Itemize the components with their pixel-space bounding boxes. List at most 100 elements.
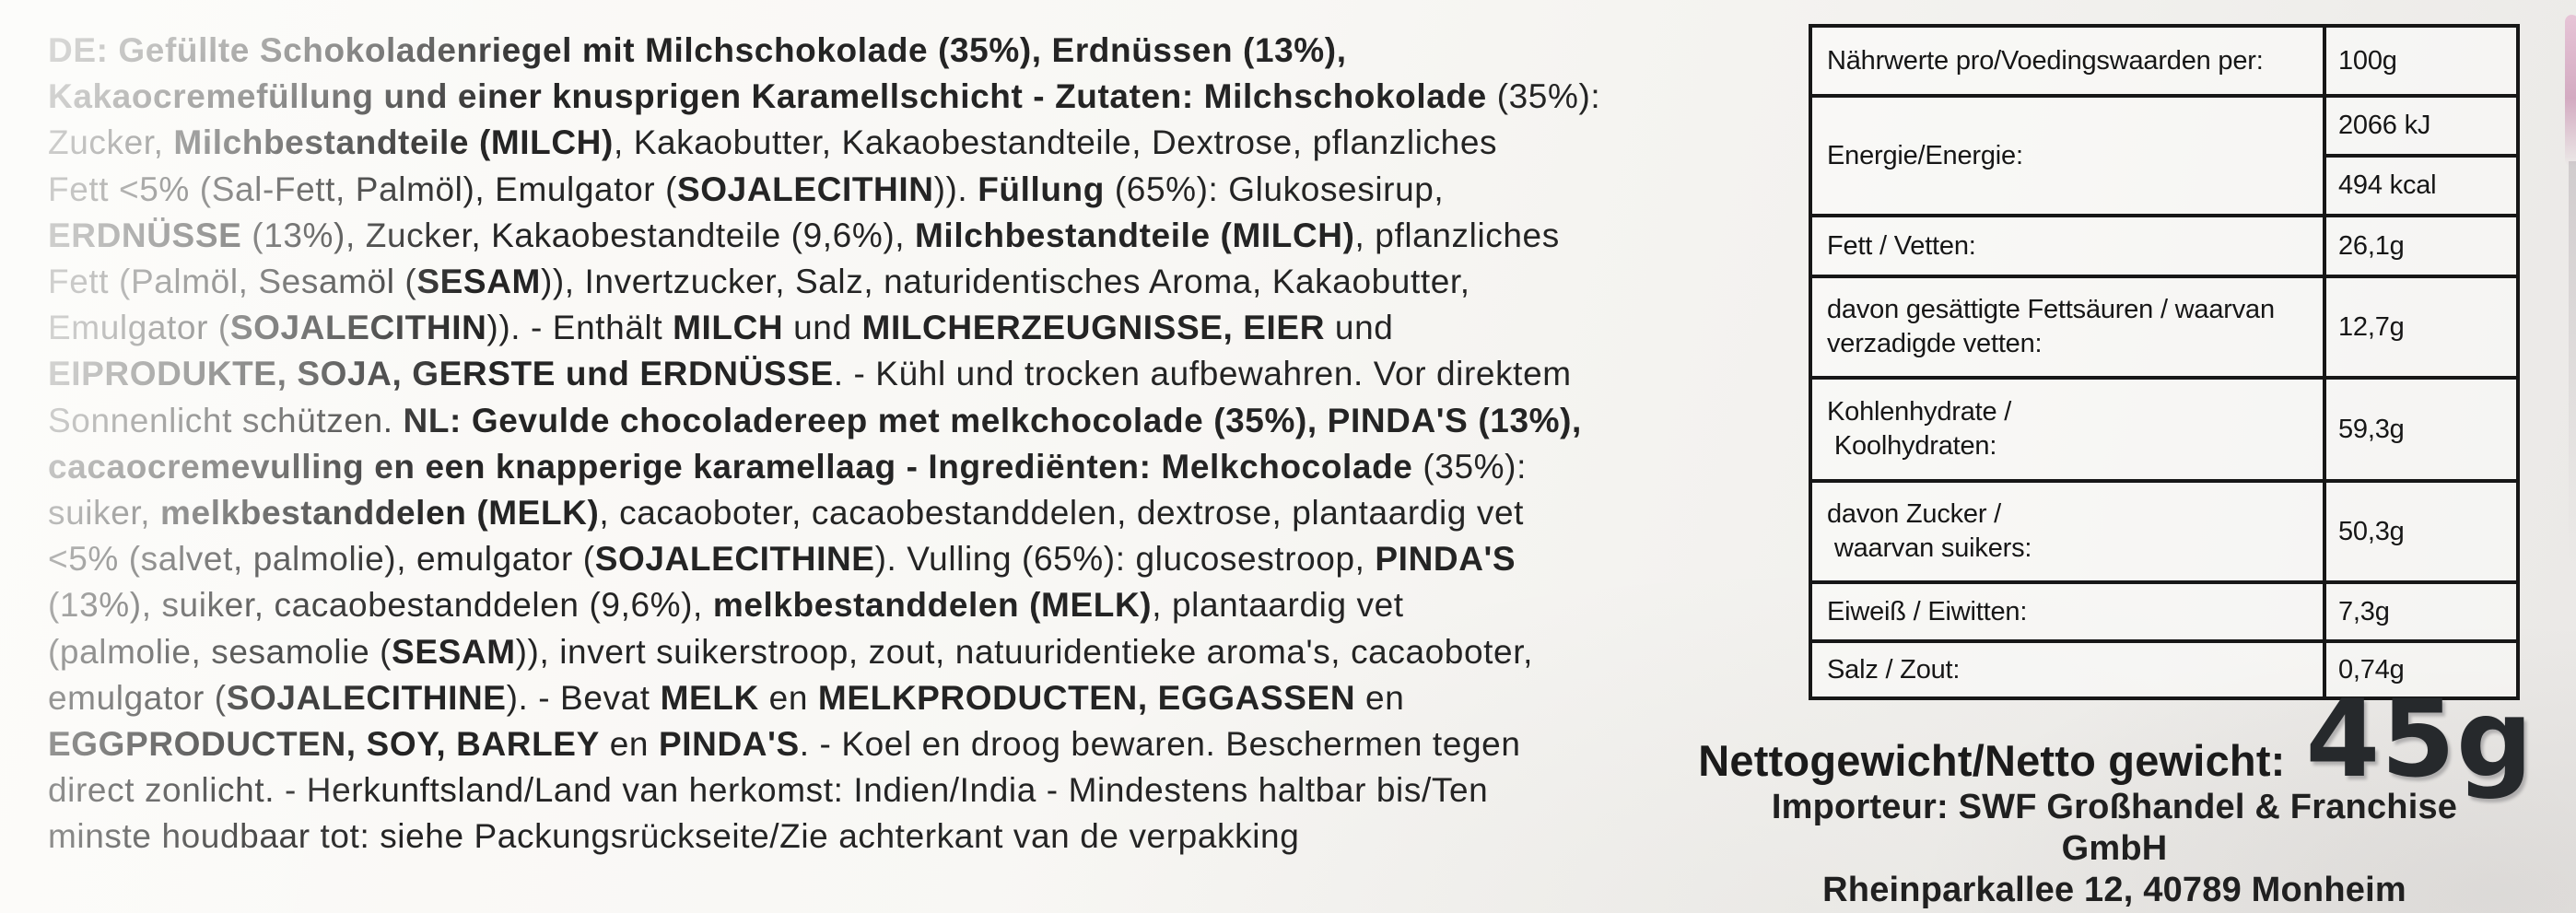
text-segment: )). [933, 170, 978, 208]
text-segment: en [1355, 678, 1405, 717]
text-segment: en [758, 678, 818, 717]
nutrition-label-line: Energie/Energie: [1827, 140, 2023, 170]
ingredients-line: Emulgator (SOJALECITHIN)). - Enthält MIL… [48, 305, 1812, 351]
photo-edge-gray-artifact [2569, 161, 2576, 567]
nutrition-value-cell: 100g [2323, 28, 2516, 94]
ingredients-line: emulgator (SOJALECITHINE). - Bevat MELK … [48, 675, 1812, 721]
bold-text-segment: Milchbestandteile (MILCH) [915, 216, 1355, 254]
bold-text-segment: ERDNÜSSE [48, 216, 252, 254]
ingredients-line: DE: Gefüllte Schokoladenriegel mit Milch… [48, 28, 1812, 74]
nutrition-label-cell: davon gesättigte Fettsäuren / waarvan ver… [1812, 278, 2323, 376]
bold-text-segment: melkbestanddelen (MELK) [712, 586, 1153, 625]
text-segment: (13%), Zucker, Kakaobestandteile (9,6%), [252, 216, 916, 254]
text-segment: Fett (Palmöl, Sesamöl ( [48, 263, 417, 301]
ingredients-line: Zucker, Milchbestandteile (MILCH), Kakao… [48, 120, 1812, 166]
nutrition-value: 7,3g [2338, 596, 2390, 626]
text-segment: ). Vulling (65%): glucosestroop, [874, 540, 1376, 579]
nutrition-value-cell: 26,1g [2323, 217, 2516, 275]
nutrition-label-cell: Energie/Energie: [1812, 98, 2323, 214]
nutrition-label-cell: Fett / Vetten: [1812, 217, 2323, 275]
text-segment: (palmolie, sesamolie ( [48, 632, 392, 671]
nutrition-row: davon Zucker / waarvan suikers: 50,3g [1812, 479, 2516, 580]
ingredients-line: Fett (Palmöl, Sesamöl (SESAM)), Invertzu… [48, 259, 1812, 305]
nutrition-label-line: davon gesättigte Fettsäuren / waarvan [1827, 295, 2275, 324]
text-segment: (65%): Glukosesirup, [1114, 170, 1445, 208]
nutrition-table: Nährwerte pro/Voedingswaarden per: 100g En… [1809, 24, 2520, 700]
nutrition-value: 12,7g [2338, 311, 2405, 342]
bold-text-segment: SOJALECITHINE [594, 540, 875, 579]
bold-text-segment: MILCHERZEUGNISSE, EIER [861, 309, 1326, 347]
text-segment: und [783, 309, 862, 347]
ingredients-line: suiker, melkbestanddelen (MELK), cacaobo… [48, 490, 1812, 536]
bold-text-segment: SOJALECITHIN [677, 170, 934, 208]
text-segment: )), invert suikerstroop, zout, natuuride… [515, 632, 1533, 671]
nutrition-row: Eiweiß / Eiwitten: 7,3g [1812, 580, 2516, 639]
nutrition-label-line: Salz / Zout: [1827, 654, 1961, 685]
ingredients-line: Kakaocremefüllung und einer knusprigen K… [48, 74, 1812, 120]
photo-edge-pink-artifact [2565, 15, 2576, 167]
bold-text-segment: SOJALECITHINE [226, 678, 507, 717]
bold-text-segment: MELKPRODUCTEN, EGGASSEN [817, 678, 1356, 717]
text-segment: (13%), suiker, cacaobestanddelen (9,6%), [48, 586, 713, 625]
nutrition-label-cell: Nährwerte pro/Voedingswaarden per: [1812, 28, 2323, 94]
bold-text-segment: SOJALECITHIN [229, 309, 487, 347]
text-segment: und [1325, 309, 1394, 347]
bold-text-segment: EIPRODUKTE, SOJA, GERSTE und ERDNÜSSE [48, 355, 834, 393]
nutrition-label-line: Fett / Vetten: [1827, 230, 1976, 261]
nutrition-label-line: waarvan suikers: [1827, 533, 2032, 563]
text-segment: minste houdbaar tot: siehe Packungsrücks… [48, 817, 1300, 856]
nutrition-value: 59,3g [2338, 414, 2405, 444]
bold-text-segment: PINDA'S [1375, 540, 1516, 579]
importer-info: Importeur: SWF Großhandel & Franchise Gm… [1732, 787, 2497, 911]
ingredients-line: cacaocremevulling en een knapperige kara… [48, 444, 1812, 490]
text-segment: Fett <5% (Sal-Fett, Palmöl), Emulgator ( [48, 170, 678, 208]
nutrition-row: Kohlenhydrate / Koolhydraten: 59,3g [1812, 376, 2516, 479]
bold-text-segment: SESAM [392, 632, 516, 671]
nutrition-row: Fett / Vetten: 26,1g [1812, 214, 2516, 275]
bold-text-segment: Füllung [978, 170, 1115, 208]
text-segment: en [599, 725, 659, 764]
text-segment: (35%): [1496, 77, 1601, 116]
text-segment: . - Kühl und trocken aufbewahren. Vor di… [833, 355, 1572, 393]
text-segment: emulgator ( [48, 678, 227, 717]
text-segment: , plantaardig vet [1152, 586, 1404, 625]
text-segment: , cacaoboter, cacaobestanddelen, dextros… [599, 494, 1525, 533]
importer-line-address: Rheinparkallee 12, 40789 Monheim [1822, 871, 2406, 909]
bold-text-segment: MILCH [673, 309, 784, 347]
nutrition-value-cell: 12,7g [2323, 278, 2516, 376]
nutrition-row: Energie/Energie: 2066 kJ 494 kcal [1812, 94, 2516, 214]
text-segment: ). - Bevat [506, 678, 661, 717]
nutrition-value-cell: 59,3g [2323, 380, 2516, 479]
ingredients-line: minste houdbaar tot: siehe Packungsrücks… [48, 814, 1812, 860]
bold-text-segment: EGGPRODUCTEN, SOY, BARLEY [48, 725, 600, 764]
ingredients-text: DE: Gefüllte Schokoladenriegel mit Milch… [48, 28, 1812, 860]
nutrition-label-line: verzadigde vetten: [1827, 329, 2043, 358]
text-segment: . - Koel en droog bewaren. Beschermen te… [799, 725, 1521, 764]
text-segment: )). - Enthält [486, 309, 673, 347]
nutrition-value: 50,3g [2338, 516, 2405, 546]
nutrition-value: 100g [2338, 45, 2397, 76]
nutrition-row: Nährwerte pro/Voedingswaarden per: 100g [1812, 28, 2516, 94]
text-segment: (35%): [1423, 447, 1527, 486]
nutrition-value: 494 kcal [2326, 154, 2516, 214]
nutrition-label-line: Eiweiß / Eiwitten: [1827, 596, 2028, 626]
bold-text-segment: NL: Gevulde chocoladereep met melkchocol… [403, 401, 1582, 439]
ingredients-line: (palmolie, sesamolie (SESAM)), invert su… [48, 629, 1812, 675]
ingredients-line: ERDNÜSSE (13%), Zucker, Kakaobestandteil… [48, 213, 1812, 259]
text-segment: direct zonlicht. - Herkunftsland/Land va… [48, 771, 1489, 810]
nutrition-label-cell: Kohlenhydrate / Koolhydraten: [1812, 380, 2323, 479]
text-segment: Zucker, [48, 123, 174, 162]
ingredients-line: Fett <5% (Sal-Fett, Palmöl), Emulgator (… [48, 167, 1812, 213]
nutrition-label-line: Koolhydraten: [1827, 431, 1997, 461]
text-segment: )), Invertzucker, Salz, naturidentisches… [540, 263, 1470, 301]
ingredients-line: EGGPRODUCTEN, SOY, BARLEY en PINDA'S. - … [48, 721, 1812, 767]
bold-text-segment: cacaocremevulling en een knapperige kara… [48, 447, 1423, 486]
text-segment: , pflanzliches [1354, 216, 1560, 254]
bold-text-segment: Milchbestandteile (MILCH) [173, 123, 614, 162]
text-segment: <5% (salvet, palmolie), emulgator ( [48, 540, 595, 579]
text-segment: Emulgator ( [48, 309, 230, 347]
bold-text-segment: melkbestanddelen (MELK) [160, 494, 600, 533]
nutrition-value-cell: 7,3g [2323, 584, 2516, 639]
bold-text-segment: MELK [660, 678, 759, 717]
